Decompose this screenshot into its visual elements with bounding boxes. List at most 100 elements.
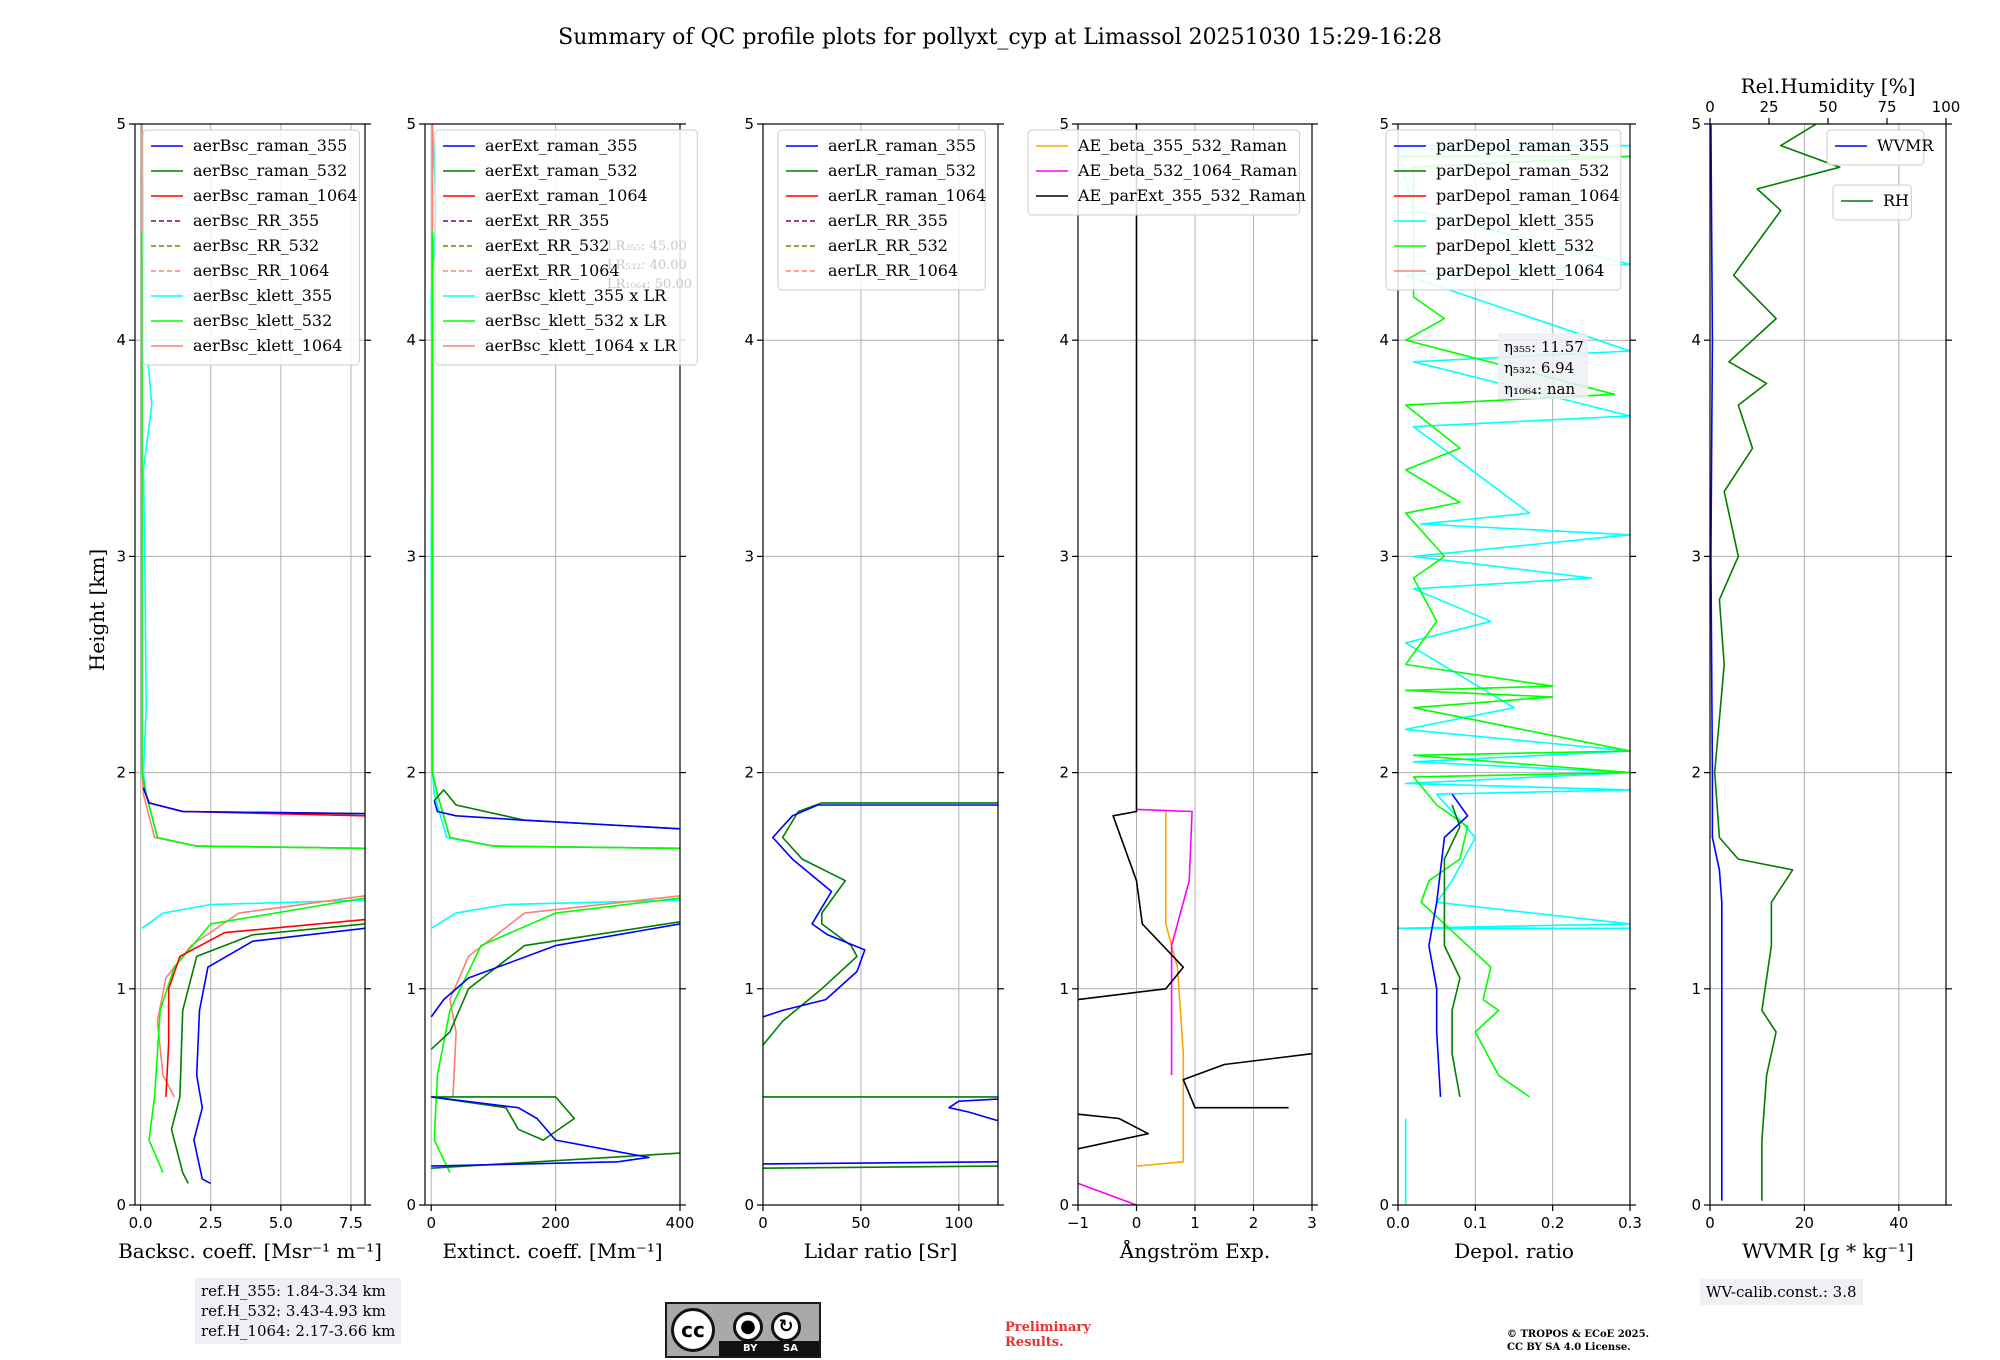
- y-tick-label: 3: [1379, 547, 1389, 565]
- x-tick-label: 7.5: [339, 1214, 363, 1232]
- series-aerExt-raman-355-low: [430, 923, 680, 1018]
- eta-inset-text: η₅₃₂: 6.94: [1504, 359, 1574, 377]
- legend-entry: aerLR_raman_1064: [828, 186, 986, 205]
- legend-entry: parDepol_raman_355: [1436, 136, 1609, 155]
- legend-entry: aerLR_RR_355: [828, 211, 948, 230]
- series-group: [763, 802, 998, 1169]
- x-axis-label: Lidar ratio [Sr]: [804, 1239, 958, 1263]
- legend-entry: aerLR_RR_532: [828, 236, 948, 255]
- x-tick-label: 0: [426, 1214, 436, 1232]
- legend-entry: aerBsc_RR_532: [193, 236, 319, 255]
- x-tick-label: 2.5: [199, 1214, 223, 1232]
- legend-rh: RH: [1832, 184, 1912, 221]
- cc-icon: cc: [671, 1308, 715, 1352]
- legend-entry: aerLR_RR_1064: [828, 261, 958, 280]
- series-AE-parExt-355-532-Raman-low: [1182, 1052, 1312, 1109]
- legend-entry: aerBsc_raman_1064: [193, 186, 358, 205]
- series-aerLR-raman-532-near: [763, 1165, 998, 1169]
- y-tick-label: 1: [1691, 980, 1701, 998]
- series-aerBsc-klett-355-low: [141, 899, 365, 929]
- by-person-icon: ●: [733, 1312, 763, 1342]
- legend-entry: aerExt_raman_1064: [485, 186, 648, 205]
- x-tick-label: 3: [1307, 1214, 1317, 1232]
- legend-entry: aerLR_raman_355: [828, 136, 976, 155]
- legend-frame: [777, 129, 986, 291]
- x-axis-label: Ångström Exp.: [1119, 1238, 1270, 1263]
- legend-entry: parDepol_klett_1064: [1436, 261, 1605, 280]
- series-aerBsc-raman-355-top: [142, 787, 365, 815]
- series-aerExt-raman-355: [433, 800, 680, 830]
- series-aerBsc-raman-355: [193, 927, 365, 1185]
- copyright-note: © TROPOS & ECoE 2025. CC BY SA 4.0 Licen…: [1507, 1329, 1650, 1353]
- series-aerExt-raman-532: [433, 789, 680, 830]
- legend: AE_beta_355_532_Raman AE_beta_532_1064_Ra…: [1027, 129, 1306, 216]
- x-tick-label: 0.1: [1463, 1214, 1487, 1232]
- x-tick-label: 0: [1132, 1214, 1142, 1232]
- series-parDepol-klett-532: [1398, 155, 1630, 1098]
- series-klett-1064-x-LR-low: [449, 895, 680, 1097]
- axes-frame: [1709, 123, 1947, 1206]
- series-AE-beta-355-532-Raman: [1136, 811, 1185, 1167]
- legend-entry: aerLR_raman_532: [828, 161, 976, 180]
- y-tick-label: 2: [1379, 764, 1389, 782]
- top-tick-label: 100: [1932, 98, 1961, 116]
- figure-title: Summary of QC profile plots for pollyxt_…: [558, 25, 1442, 50]
- x-tick-label: 200: [541, 1214, 570, 1232]
- legend: parDepol_raman_355 parDepol_raman_532 parD…: [1385, 129, 1622, 291]
- legend-frame: [434, 129, 698, 366]
- series-aerExt-raman-355-near: [431, 1096, 650, 1167]
- legend-entry: parDepol_klett_355: [1436, 211, 1594, 230]
- legend-entry: aerBsc_klett_355: [193, 286, 332, 305]
- y-tick-label: 1: [116, 980, 126, 998]
- sa-share-alike-icon: ↻: [771, 1312, 801, 1342]
- ref-height-1064: ref.H_1064: 2.17-3.66 km: [201, 1322, 396, 1340]
- series-AE-parExt-355-532-Raman-near: [1078, 1113, 1149, 1150]
- series-AE-beta-532-1064-Raman: [1136, 808, 1193, 1076]
- x-axis-label: Depol. ratio: [1454, 1239, 1574, 1263]
- y-tick-label: 0: [1691, 1196, 1701, 1214]
- y-tick-label: 3: [1691, 547, 1701, 565]
- legend-entry: AE_parExt_355_532_Raman: [1077, 186, 1306, 205]
- y-tick-label: 5: [406, 115, 416, 133]
- preliminary-results-note: Preliminary Results.: [1005, 1320, 1091, 1350]
- series-RH: [1713, 124, 1841, 1201]
- x-tick-label: 100: [945, 1214, 974, 1232]
- axes-frame: [424, 123, 681, 1206]
- legend-entry: aerExt_raman_355: [485, 136, 638, 155]
- series-aerLR-raman-532: [763, 802, 998, 1046]
- series-aerExt-raman-532-low: [430, 921, 680, 1050]
- y-tick-label: 3: [744, 547, 754, 565]
- y-axis-label: Height [km]: [85, 549, 109, 671]
- legend-entry: aerExt_raman_532: [485, 161, 638, 180]
- series-aerLR-raman-355: [763, 804, 998, 1018]
- y-tick-label: 5: [116, 115, 126, 133]
- y-tick-label: 0: [1059, 1196, 1069, 1214]
- panels: 0 1 2 3 4 5 0.0 2.5 5.0 7.5 Backsc. coeff. [Msr⁻¹ …: [116, 74, 1960, 1263]
- y-tick-label: 5: [1691, 115, 1701, 133]
- legend-frame: [1832, 184, 1912, 221]
- x-tick-label: 2: [1249, 1214, 1259, 1232]
- y-tick-label: 2: [1059, 764, 1069, 782]
- legend-entry: parDepol_raman_532: [1436, 161, 1609, 180]
- series-group: [1710, 124, 1841, 1201]
- y-tick-label: 2: [116, 764, 126, 782]
- legend-frame: [142, 129, 360, 366]
- x-tick-label: 0.0: [1386, 1214, 1410, 1232]
- x-axis-label: WVMR [g * kg⁻¹]: [1742, 1239, 1914, 1263]
- legend-entry: aerBsc_raman_532: [193, 161, 347, 180]
- legend-entry: aerExt_RR_355: [485, 211, 609, 230]
- series-aerLR-raman-355-low: [763, 1161, 998, 1165]
- y-tick-label: 5: [1059, 115, 1069, 133]
- eta-inset-bg: [1498, 333, 1588, 399]
- x-tick-label: 40: [1889, 1214, 1908, 1232]
- series-AE-parExt-355-532-Raman: [1078, 124, 1185, 1001]
- legend-entry: AE_beta_355_532_Raman: [1077, 136, 1287, 155]
- legend-entry: WVMR: [1877, 136, 1934, 155]
- series-aerBsc-raman-1064-low: [165, 918, 365, 1097]
- y-tick-label: 0: [406, 1196, 416, 1214]
- y-tick-label: 5: [744, 115, 754, 133]
- series-parDepol-raman-355: [1428, 793, 1469, 1097]
- legend-entry: aerBsc_klett_1064 x LR: [485, 336, 677, 355]
